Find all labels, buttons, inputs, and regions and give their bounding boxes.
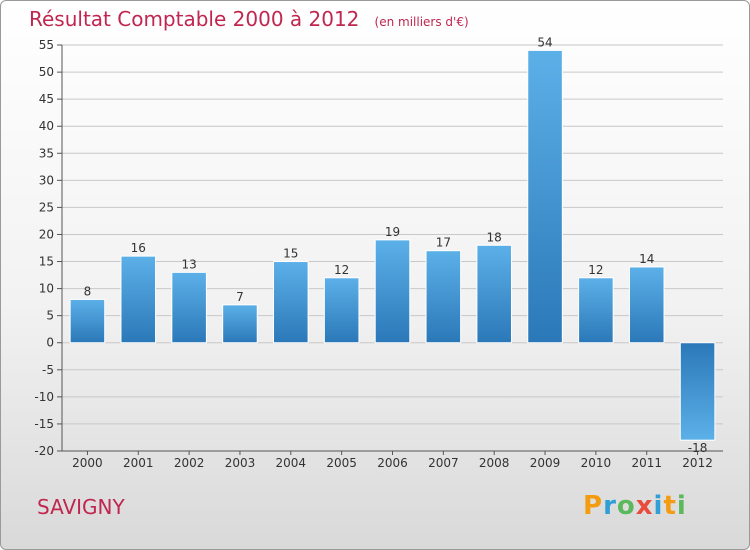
brand-letter: i	[676, 491, 687, 521]
y-tick-label: -10	[34, 390, 54, 404]
brand-letter: t	[663, 491, 677, 521]
x-tick-label: 2004	[276, 456, 307, 470]
y-tick-label: 10	[39, 282, 54, 296]
value-label: 13	[181, 257, 196, 271]
brand-letter: x	[635, 491, 654, 521]
city-name: SAVIGNY	[37, 495, 125, 519]
bar[interactable]	[69, 298, 106, 344]
x-tick-label: 2002	[174, 456, 205, 470]
y-tick-label: 30	[39, 173, 54, 187]
x-tick-label: 2011	[631, 456, 662, 470]
bar[interactable]	[679, 342, 716, 441]
value-label: 8	[84, 284, 92, 298]
y-tick-label: -5	[42, 363, 54, 377]
bar[interactable]	[171, 271, 207, 344]
bar[interactable]	[578, 277, 614, 344]
y-tick-label: -15	[34, 417, 54, 431]
y-tick-label: 50	[39, 65, 54, 79]
y-tick-label: 45	[39, 92, 54, 106]
bar[interactable]	[425, 250, 462, 344]
brand-letter: i	[653, 491, 664, 521]
value-label: 12	[588, 263, 603, 277]
x-tick-label: 2012	[682, 456, 713, 470]
labels-layer: 5550454035302520151050-5-10-15-208200016…	[34, 35, 712, 470]
y-tick-label: 20	[39, 227, 54, 241]
value-label: 7	[236, 290, 244, 304]
x-tick-label: 2003	[225, 456, 256, 470]
x-tick-label: 2000	[72, 456, 103, 470]
bar[interactable]	[222, 304, 258, 344]
y-tick-label: 0	[46, 336, 54, 350]
bar[interactable]	[374, 239, 411, 344]
chart-title: Résultat Comptable 2000 à 2012	[29, 7, 360, 31]
value-label: -18	[688, 441, 708, 455]
y-tick-label: 40	[39, 119, 54, 133]
bar[interactable]	[120, 255, 157, 344]
title-row: Résultat Comptable 2000 à 2012 (en milli…	[29, 7, 469, 31]
brand-letter: P	[583, 491, 604, 521]
x-tick-label: 2001	[123, 456, 154, 470]
x-tick-label: 2006	[377, 456, 408, 470]
value-label: 15	[283, 247, 298, 261]
y-tick-label: 5	[46, 309, 54, 323]
value-label: 16	[131, 241, 146, 255]
chart-subtitle: (en milliers d'€)	[374, 15, 469, 29]
x-tick-label: 2007	[428, 456, 459, 470]
bars-layer	[69, 49, 716, 441]
x-tick-label: 2010	[581, 456, 612, 470]
value-label: 12	[334, 263, 349, 277]
y-tick-label: 15	[39, 255, 54, 269]
bar[interactable]	[273, 261, 309, 344]
value-label: 14	[639, 252, 654, 266]
bar[interactable]	[476, 244, 512, 344]
bar[interactable]	[628, 266, 665, 344]
x-tick-label: 2009	[530, 456, 561, 470]
bar[interactable]	[527, 49, 563, 344]
brand-letter: o	[616, 491, 636, 521]
value-label: 18	[487, 230, 502, 244]
value-label: 19	[385, 225, 400, 239]
y-tick-label: 35	[39, 146, 54, 160]
bar[interactable]	[323, 277, 360, 344]
y-tick-label: 55	[39, 38, 54, 52]
value-label: 54	[537, 35, 552, 49]
brand-logo[interactable]: Proxiti	[583, 491, 687, 521]
y-tick-label: -20	[34, 444, 54, 458]
value-label: 17	[436, 236, 451, 250]
x-tick-label: 2008	[479, 456, 510, 470]
y-tick-label: 25	[39, 200, 54, 214]
x-tick-label: 2005	[326, 456, 357, 470]
axis-layer	[57, 44, 723, 455]
brand-letter: r	[603, 491, 617, 521]
